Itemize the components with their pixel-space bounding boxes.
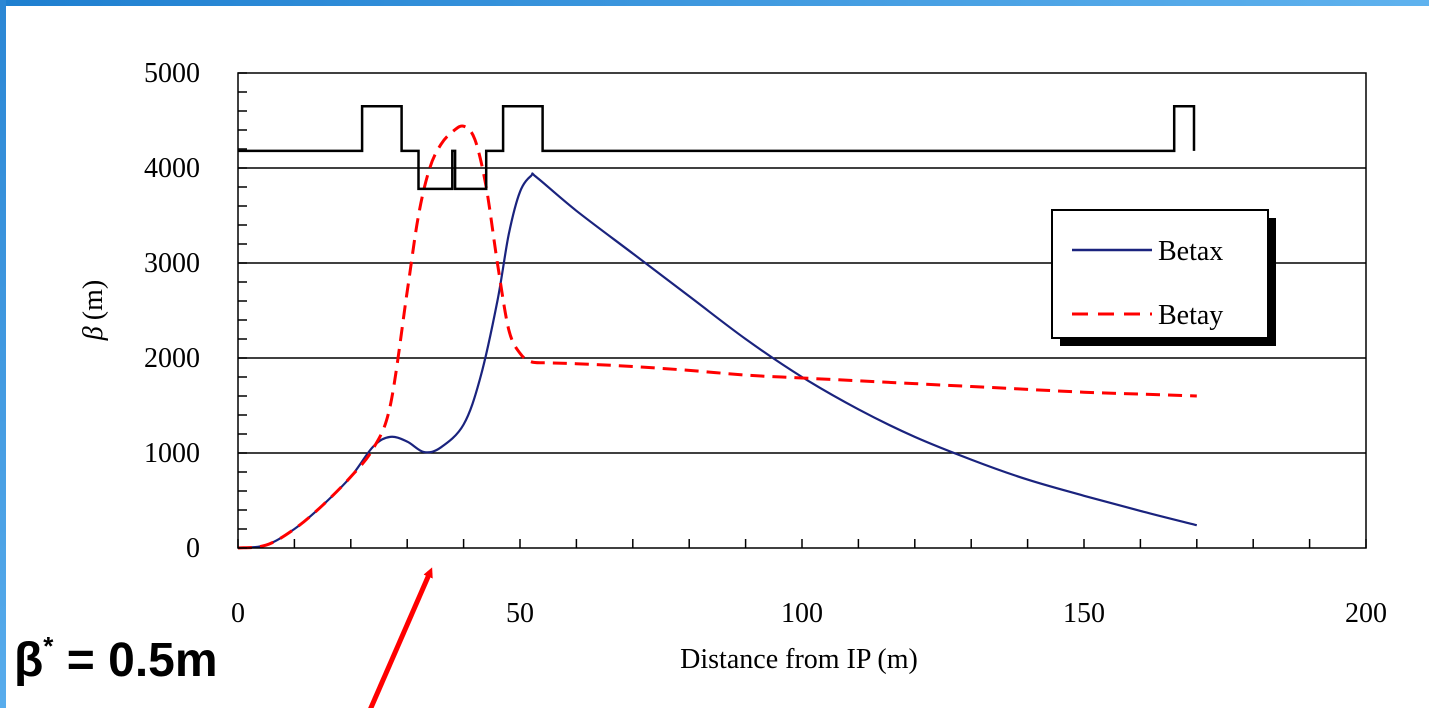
x-tick-label-1: 50	[506, 598, 534, 629]
top-accent-bar	[0, 0, 1429, 6]
y-tick-label-0: 0	[186, 533, 200, 564]
y-axis-title: β (m)	[78, 280, 109, 341]
x-tick-labels: 0 50 100 150 200	[231, 598, 1387, 629]
beta-star-annotation: β* = 0.5m	[14, 631, 218, 688]
legend-label-betax: Betax	[1158, 236, 1223, 267]
y-tick-labels: 0 1000 2000 3000 4000 5000	[144, 58, 200, 564]
x-tick-label-0: 0	[231, 598, 245, 629]
x-tick-label-2: 100	[781, 598, 823, 629]
beta-symbol: β	[14, 634, 44, 687]
y-tick-label-2: 2000	[144, 343, 200, 374]
y-tick-label-5: 5000	[144, 58, 200, 89]
left-accent-bar	[0, 0, 6, 708]
magnet-layout-layer	[238, 105, 1196, 191]
y-tick-label-3: 3000	[144, 248, 200, 279]
series-layer	[237, 124, 1198, 550]
tick-marks	[237, 72, 1367, 549]
y-tick-label-4: 4000	[144, 153, 200, 184]
beta-star-superscript: *	[43, 631, 54, 661]
x-tick-label-4: 200	[1345, 598, 1387, 629]
legend-box	[1051, 209, 1269, 339]
legend: Betax Betay	[1051, 209, 1276, 346]
x-axis-title: Distance from IP (m)	[680, 644, 918, 675]
legend-label-betay: Betay	[1158, 300, 1223, 331]
series-line-betay	[237, 124, 1197, 550]
y-tick-label-1: 1000	[144, 438, 200, 469]
magnet-layout-line	[238, 105, 1196, 191]
red-annotation-arrow	[368, 567, 433, 708]
beta-value: = 0.5m	[53, 634, 218, 687]
y-axis-symbol: β	[78, 326, 109, 341]
y-axis-unit: (m)	[78, 280, 109, 320]
series-line-betax	[237, 172, 1198, 550]
x-tick-label-3: 150	[1063, 598, 1105, 629]
